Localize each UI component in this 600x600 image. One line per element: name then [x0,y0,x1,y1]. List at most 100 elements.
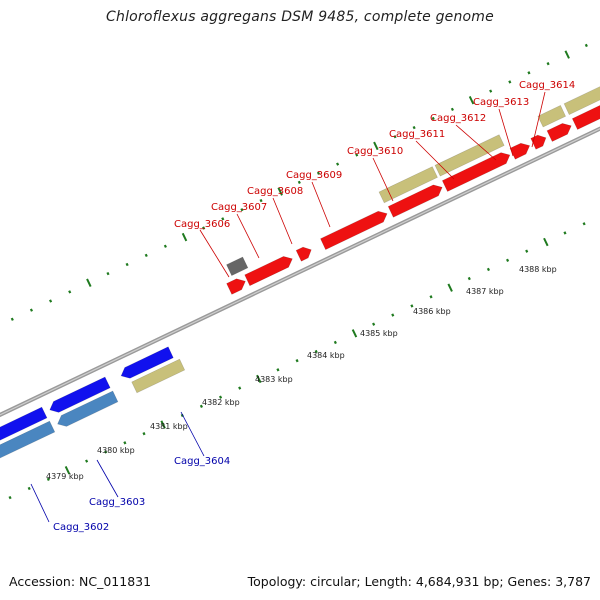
tick-mark-outer [144,253,148,258]
gene-feature [537,104,566,128]
gene-label-forward: Cagg_3613 [473,97,529,108]
gene-feature [295,246,312,262]
tick-mark-inner [486,267,490,272]
leader-line-forward [199,229,230,278]
tick-mark-outer [10,317,14,321]
gene-feature [0,420,56,459]
gene-features [0,86,600,459]
leader-line-reverse [30,483,50,523]
tick-mark-inner [160,420,166,429]
gene-feature [441,152,511,192]
leader-line-forward [272,197,293,245]
tick-mark-outer [468,95,475,105]
tick-mark-outer [316,171,321,175]
gene-label-forward: Cagg_3610 [347,146,403,157]
tick-mark-inner [295,359,299,363]
gene-feature [131,358,186,394]
leader-line-forward [455,124,497,161]
tick-mark-inner [104,450,108,454]
tick-mark-inner [582,222,586,226]
tick-mark-inner [256,374,262,384]
leader-line-forward [311,181,331,228]
tick-mark-inner [180,413,184,418]
label-layer: 4379 kbp 4380 kbp 4381 kbp 4382 kbp 4383 kbp… [46,80,575,533]
tick-mark-inner [27,486,31,491]
tick-mark-inner [314,349,318,354]
gene-feature [120,346,174,379]
leader-line-forward [498,108,514,157]
kbp-label: 4384 kbp [307,351,345,360]
kbp-label: 4386 kbp [413,307,451,316]
accession-text: Accession: NC_011831 [9,574,152,589]
kbp-label: 4385 kbp [360,329,398,338]
tick-mark-inner [467,276,471,281]
tick-mark-inner [8,495,12,500]
tick-mark-inner [525,249,529,253]
tick-mark-inner [351,329,358,338]
kbp-label: 4382 kbp [202,398,240,407]
tick-mark-outer [412,125,416,130]
gene-feature [57,390,119,427]
tick-mark-outer [202,226,206,230]
gene-label-reverse: Cagg_3602 [53,522,109,533]
tick-mark-inner [429,295,433,299]
tick-mark-outer [106,271,110,276]
gene-feature [226,278,246,295]
gene-feature [571,105,600,130]
tick-mark-outer [431,116,435,121]
tick-mark-outer [29,308,33,312]
kbp-label: 4383 kbp [255,375,293,384]
tick-mark-inner [123,441,127,445]
tick-mark-outer [355,153,359,157]
tick-mark-outer [527,71,531,75]
gene-label-forward: Cagg_3609 [286,170,342,181]
backbone-highlight [0,128,600,416]
tick-mark-outer [68,290,72,294]
kbp-label: 4388 kbp [519,265,557,274]
tick-mark-inner [372,322,376,326]
gene-label-forward: Cagg_3614 [519,80,575,91]
gene-feature [320,210,388,251]
tick-marks [8,43,588,500]
gene-feature [509,142,531,160]
gene-feature [0,406,48,441]
leader-line-reverse [180,411,205,457]
topology-text: Topology: circular; Length: 4,684,931 bp… [247,574,591,589]
label-leader-lines [30,91,546,523]
tick-mark-inner [447,283,453,292]
tick-mark-inner [46,477,50,481]
gene-feature [563,86,600,116]
gene-feature [49,376,111,413]
kbp-label: 4387 kbp [466,287,504,296]
gene-feature [378,166,438,204]
tick-mark-inner [333,340,337,345]
kbp-label: 4379 kbp [46,472,84,481]
kbp-label: 4380 kbp [97,446,135,455]
tick-mark-outer [277,187,283,196]
gene-feature [530,134,547,150]
tick-mark-inner [410,304,414,308]
tick-mark-outer [393,135,397,139]
gene-feature [387,184,443,218]
tick-mark-outer [49,299,53,303]
tick-mark-outer [546,62,550,66]
tick-mark-inner [218,395,223,399]
tick-mark-outer [373,141,379,151]
leader-line-forward [236,213,260,259]
map-title: Chloroflexus aggregans DSM 9485, complet… [106,9,494,25]
backbone-track [0,126,600,418]
gene-label-reverse: Cagg_3604 [174,456,230,467]
tick-mark-inner [276,368,280,372]
gene-feature [226,256,249,277]
tick-mark-inner [142,432,146,436]
tick-mark-outer [181,232,188,242]
tick-mark-outer [86,278,92,287]
tick-mark-inner [85,459,89,463]
gene-label-forward: Cagg_3606 [174,219,230,230]
tick-mark-outer [489,89,493,93]
gene-label-reverse: Cagg_3603 [89,497,145,508]
tick-mark-inner [563,231,567,235]
tick-mark-outer [221,217,225,221]
gene-feature [546,123,572,142]
